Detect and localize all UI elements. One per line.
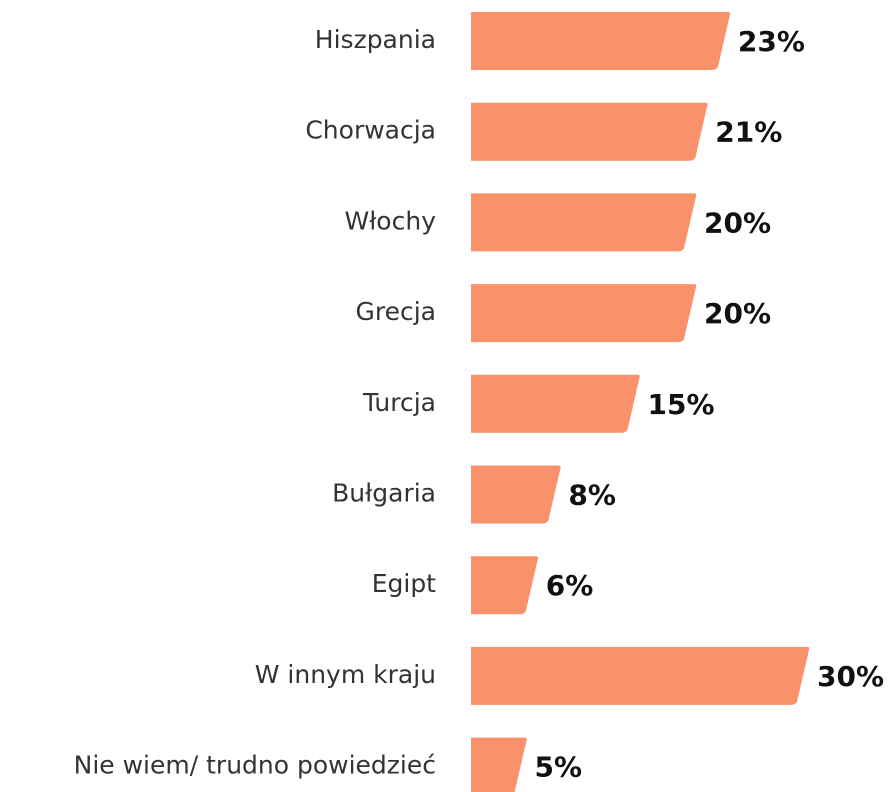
- value-label: 21%: [715, 116, 782, 149]
- bar: [471, 284, 697, 343]
- category-label: Grecja: [356, 297, 437, 326]
- value-label: 15%: [648, 388, 715, 421]
- bar: [471, 12, 731, 70]
- value-label: 20%: [704, 206, 771, 239]
- value-label: 8%: [568, 479, 616, 512]
- category-label: Włochy: [344, 206, 436, 235]
- category-label: Turcja: [362, 388, 436, 417]
- bar: [471, 556, 539, 615]
- category-label: Nie wiem/ trudno powiedzieć: [74, 751, 436, 780]
- bar: [471, 374, 640, 433]
- bar: [471, 646, 810, 705]
- bar: [471, 193, 697, 252]
- bar: [471, 737, 527, 792]
- category-label: W innym kraju: [255, 660, 436, 689]
- category-label: Chorwacja: [305, 116, 436, 145]
- category-label: Bułgaria: [332, 479, 436, 508]
- value-label: 20%: [704, 297, 771, 330]
- category-label: Hiszpania: [315, 25, 436, 54]
- value-label: 23%: [738, 25, 805, 58]
- value-label: 30%: [817, 660, 884, 693]
- bar: [471, 102, 708, 161]
- value-label: 5%: [535, 751, 583, 784]
- value-label: 6%: [546, 569, 594, 602]
- bar: [471, 465, 561, 524]
- category-label: Egipt: [372, 569, 436, 598]
